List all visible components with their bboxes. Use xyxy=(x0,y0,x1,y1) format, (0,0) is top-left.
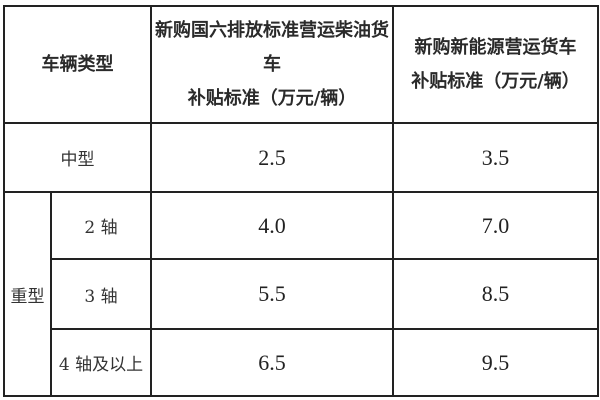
row-label-medium: 中型 xyxy=(3,122,152,193)
cell-diesel: 2.5 xyxy=(150,122,394,193)
table-row: 4 轴及以上 6.5 9.5 xyxy=(4,328,599,397)
cell-diesel: 6.5 xyxy=(150,328,394,397)
header-ev-line2: 补贴标准（万元/辆） xyxy=(411,70,580,92)
header-diesel-line1: 新购国六排放标准营运柴油货车 xyxy=(155,19,389,75)
row-label-axle: 2 轴 xyxy=(50,191,152,260)
cell-diesel: 5.5 xyxy=(150,258,394,330)
table-row: 中型 2.5 3.5 xyxy=(3,122,599,193)
header-row: 车辆类型 新购国六排放标准营运柴油货车 补贴标准（万元/辆） 新购新能源营运货车… xyxy=(3,5,599,124)
table-row: 3 轴 5.5 8.5 xyxy=(4,258,599,330)
header-vehicle-type: 车辆类型 xyxy=(3,5,152,124)
row-label-heavy: 重型 xyxy=(3,191,52,397)
cell-ev: 9.5 xyxy=(392,328,599,397)
header-ev-line1: 新购新能源营运货车 xyxy=(414,36,577,58)
table-row: 重型 2 轴 4.0 7.0 xyxy=(3,191,599,397)
subsidy-table: 车辆类型 新购国六排放标准营运柴油货车 补贴标准（万元/辆） 新购新能源营运货车… xyxy=(3,5,599,397)
header-diesel-line2: 补贴标准（万元/辆） xyxy=(187,87,357,109)
row-label-axle: 4 轴及以上 xyxy=(50,328,152,397)
cell-diesel: 4.0 xyxy=(150,191,394,260)
header-diesel-subsidy: 新购国六排放标准营运柴油货车 补贴标准（万元/辆） xyxy=(150,5,394,124)
cell-ev: 8.5 xyxy=(392,258,599,330)
cell-ev: 7.0 xyxy=(392,191,599,260)
header-ev-subsidy: 新购新能源营运货车 补贴标准（万元/辆） xyxy=(392,5,599,124)
cell-ev: 3.5 xyxy=(392,122,599,193)
row-label-axle: 3 轴 xyxy=(50,258,152,330)
